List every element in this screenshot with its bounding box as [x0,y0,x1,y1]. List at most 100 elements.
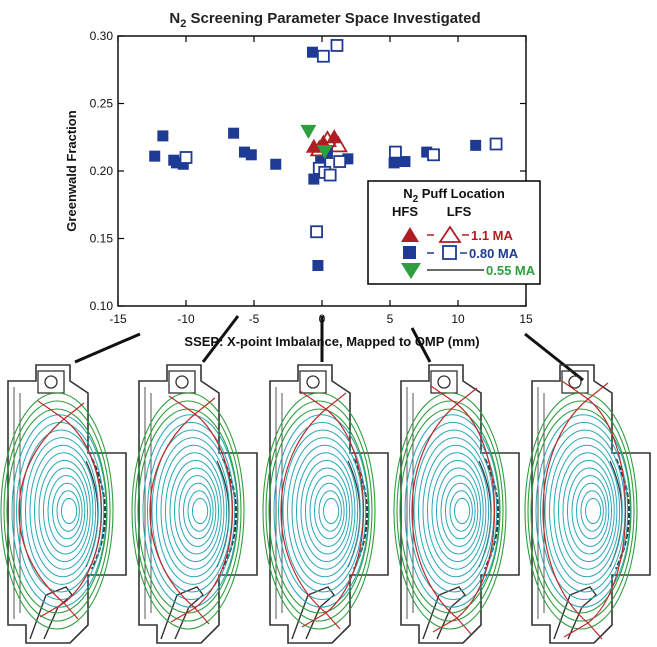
flux-surface [160,444,228,578]
flux-surface [418,437,492,585]
data-point [389,145,402,159]
flux-surface [580,490,604,532]
x-tick-label: -10 [177,312,195,326]
legend-marker-green-filled-triangle [401,263,421,279]
flux-surface [25,437,99,585]
equilibrium-inset [262,364,389,644]
y-tick-label: 0.10 [90,299,114,313]
coil-box [561,370,589,394]
connector-lines [74,315,584,382]
flux-surface [567,467,612,555]
flux-surface [169,459,222,563]
sol-surface [3,400,111,622]
separatrix [280,408,365,614]
sol-surface [527,400,635,622]
center-stack [275,387,283,619]
legend-label-0-80ma: 0.80 MA [469,246,519,261]
data-point [323,168,337,182]
flux-surface [558,452,618,570]
flux-surface [61,497,78,525]
flux-surface [52,482,83,540]
x-tick-label: -5 [249,312,260,326]
flux-surface [34,452,94,570]
connector-line [410,327,432,363]
x-tick-label: 15 [519,312,533,326]
y-tick-label: 0.30 [90,29,114,43]
flux-surface [404,414,500,608]
flux-surface [585,497,602,525]
chart-title: N2 Screening Parameter Space Investigate… [169,10,480,30]
flux-surface [576,482,607,540]
data-point [300,124,317,139]
legend-col-lfs: LFS [447,204,472,219]
data-point [326,129,343,144]
separatrix [18,418,103,604]
passive-plate [353,458,368,570]
data-point [306,46,318,58]
x-point-legs [561,380,609,640]
flux-surface [296,452,356,570]
equilibrium-inset [524,364,651,644]
sol-surface [268,408,370,614]
data-point [388,157,400,169]
sol-surface [393,392,507,630]
sol-surface [6,408,108,614]
sol-surface [524,392,638,630]
x-point-legs [168,395,216,625]
flux-surface [178,475,217,547]
flux-surface [549,437,623,585]
y-axis-ticks: 0.10 0.15 0.20 0.25 0.30 [90,29,526,313]
sol-surface [530,408,632,614]
y-tick-label: 0.20 [90,164,114,178]
data-point [427,148,440,162]
flux-surface [305,467,350,555]
equilibrium-inset [393,364,520,644]
legend-marker-blue-open-square [442,245,457,260]
flux-surface [318,490,342,532]
equilibrium-inset [131,364,258,644]
data-point [157,130,169,142]
flux-surface [323,497,340,525]
data-point [228,127,240,139]
x-tick-label: -15 [109,312,127,326]
data-points [149,39,503,271]
flux-surface [449,490,473,532]
x-point-legs [37,400,85,620]
data-point [177,158,189,170]
flux-surface [192,497,209,525]
center-stack [537,387,545,619]
data-point [179,151,193,164]
data-point [399,156,411,168]
passive-plate [222,458,237,570]
data-point [328,135,348,153]
data-point [170,157,182,169]
coil-icon [437,375,451,389]
flux-surface [183,482,214,540]
legend-label-1-1ma: 1.1 MA [471,228,514,243]
sol-surface [131,392,245,630]
flux-surface [422,444,490,578]
flux-surface [309,475,348,547]
flux-surface [409,421,498,601]
flux-surface [540,421,629,601]
equilibrium-insets [0,364,651,644]
data-point [421,146,433,158]
sol-surface [0,392,114,630]
center-stack [13,387,21,619]
flux-surface [29,444,97,578]
flux-surface [291,444,359,578]
separatrix [411,403,495,619]
legend: N2 Puff Location HFS LFS 1.1 MA 0.80 MA … [367,180,541,285]
legend-col-hfs: HFS [392,204,418,219]
center-stack [406,387,414,619]
coil-box [168,370,196,394]
flux-surface [436,467,481,555]
data-point [310,225,323,239]
connector-line [524,332,584,382]
flux-surface [287,437,361,585]
coil-icon [44,375,58,389]
coil-box [430,370,458,394]
data-point [149,150,161,162]
sol-surface [134,400,242,622]
y-tick-label: 0.15 [90,232,114,246]
